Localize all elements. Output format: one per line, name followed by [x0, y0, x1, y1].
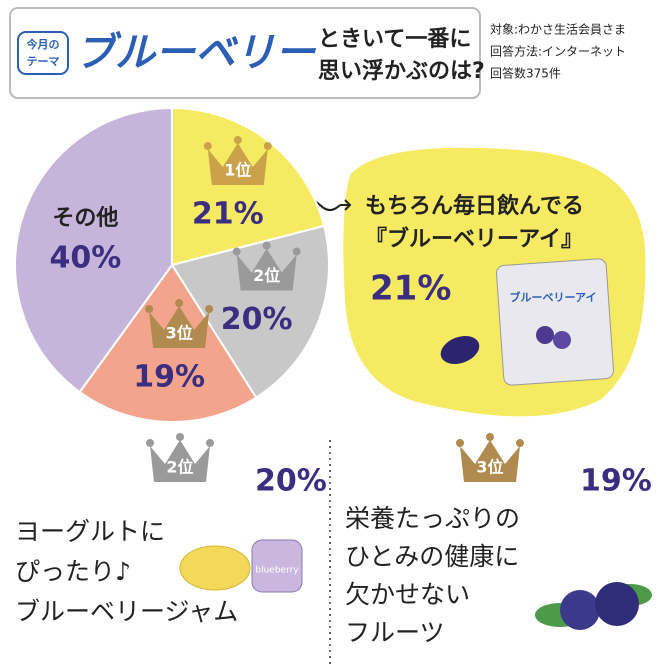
berry: [536, 326, 554, 344]
meta: 対象:わかさ生活会員さま: [490, 23, 626, 37]
callout-text: 『ブルーベリーアイ』: [365, 226, 583, 252]
question: ときいて一番に: [318, 27, 471, 52]
crown-jewel: [233, 136, 242, 145]
rank-label: 1位: [224, 161, 251, 180]
theme: ブルーベリー: [75, 30, 317, 76]
berry: [553, 331, 571, 349]
capsule: [440, 335, 480, 365]
product-box: [495, 258, 615, 386]
crown-jewel: [292, 247, 301, 256]
question: 思い浮かぶのは?: [318, 58, 485, 84]
meta: 回答数375件: [490, 66, 561, 81]
crown-jewel: [175, 299, 184, 308]
crown-jewel: [146, 439, 154, 447]
rank-label: 2位: [253, 266, 280, 285]
crown: [150, 440, 210, 482]
tag-text: テーマ: [27, 55, 60, 68]
header-box: [9, 7, 481, 99]
crown-jewel: [486, 433, 494, 441]
crown-jewel: [205, 305, 214, 314]
crown-jewel: [203, 142, 212, 151]
rank-label: 3位: [166, 324, 193, 343]
arrow: [340, 199, 352, 211]
crown: [236, 248, 297, 291]
callout-text: ぴったり♪: [15, 557, 131, 586]
crown-jewel: [145, 305, 154, 314]
callout-text: ヨーグルトに: [15, 517, 165, 546]
slice-value-label: 40%: [49, 240, 121, 275]
slice-value-label: 21%: [192, 197, 264, 232]
callout-text: ブルーベリージャム: [15, 597, 238, 626]
crown-jewel: [456, 439, 464, 447]
rank-label: 2位: [166, 458, 193, 477]
crown-jewel: [232, 247, 241, 256]
callout-text: ひとみの健康に: [345, 542, 519, 571]
slice-category-label: その他: [52, 206, 118, 231]
crown-jewel: [176, 433, 184, 441]
callout-text: 欠かせない: [345, 580, 470, 609]
crown: [460, 440, 520, 482]
pie-slice: [14, 106, 173, 394]
crown-jewel: [206, 439, 214, 447]
slice-value-label: 19%: [133, 360, 205, 395]
jar: [251, 539, 303, 593]
rank-label: 3位: [476, 458, 503, 477]
callout-percent: 21%: [370, 269, 451, 309]
callout-percent: 19%: [580, 464, 652, 499]
slice-value-label: 20%: [221, 302, 293, 337]
berry: [560, 590, 600, 630]
bowl: [179, 545, 251, 591]
crown-jewel: [516, 439, 524, 447]
crown: [207, 143, 268, 186]
crown-jewel: [263, 142, 272, 151]
meta: 回答方法:インターネット: [490, 44, 626, 59]
callout-text: 栄養たっぷりの: [345, 504, 520, 533]
tag-text: 今月の: [26, 37, 60, 51]
jar-label: blueberry: [255, 566, 299, 576]
product-label: ブルーベリーアイ: [509, 290, 596, 304]
callout-text: フルーツ: [345, 618, 445, 647]
tag-box: [17, 31, 69, 75]
berry: [595, 582, 639, 626]
callout-text: もちろん毎日飲んでる: [365, 193, 584, 219]
crown-jewel: [262, 241, 271, 250]
crown: [149, 306, 210, 349]
callout-percent: 20%: [255, 464, 327, 499]
